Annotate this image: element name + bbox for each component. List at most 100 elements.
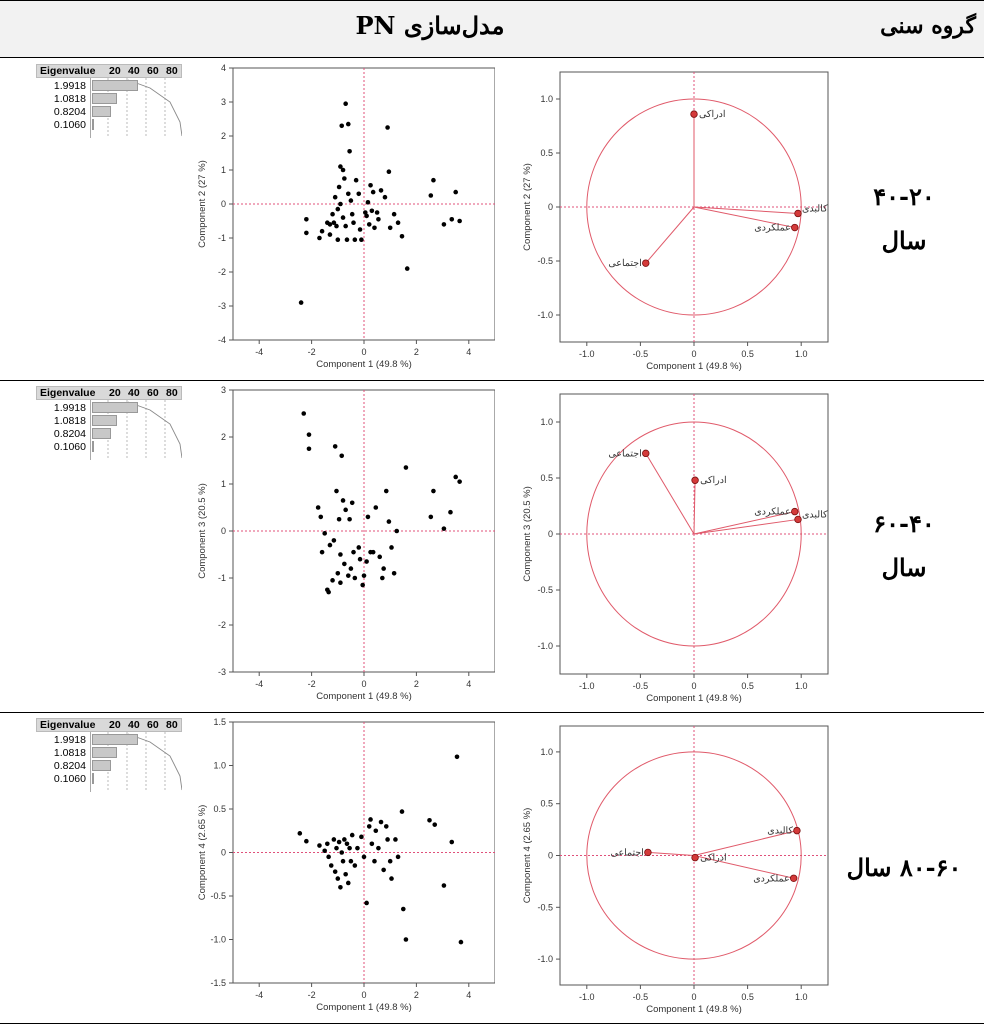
score-point	[338, 885, 343, 890]
eigenvalue-header: Eigenvalue 20 40 60 80	[36, 718, 182, 732]
score-point	[342, 176, 347, 181]
y-tick-label: -3	[218, 301, 226, 311]
score-point	[352, 237, 358, 242]
score-point	[370, 189, 376, 195]
score-point	[319, 549, 325, 555]
score-point	[301, 411, 307, 416]
score-point	[376, 217, 381, 222]
table-row: Eigenvalue 20 40 60 80 1.9918 1.0818 0.8204 0.10…	[0, 712, 984, 1023]
y-tick-label: 0	[548, 851, 553, 861]
loading-vector	[693, 830, 798, 856]
score-point	[331, 220, 337, 225]
cumulative-line	[127, 401, 182, 459]
score-point	[370, 549, 376, 555]
score-point	[336, 839, 342, 845]
loading-label: کالبدی	[802, 203, 828, 214]
score-point	[335, 237, 341, 242]
score-point	[327, 222, 333, 227]
age-group-line: سال	[881, 553, 927, 582]
age-group-column-title: گروه سنی	[880, 13, 976, 39]
score-point	[395, 220, 401, 225]
score-point	[343, 223, 348, 229]
score-point	[345, 121, 351, 127]
score-point	[393, 837, 398, 842]
y-tick-label: 0	[221, 848, 226, 858]
score-point	[448, 509, 453, 515]
score-point	[352, 575, 358, 581]
score-point	[345, 880, 351, 886]
loading-vector	[647, 851, 695, 856]
score-point	[332, 444, 338, 449]
score-point	[339, 123, 345, 129]
y-tick-label: 0	[221, 199, 226, 209]
y-axis-label: Component 2 (27 %)	[197, 160, 208, 248]
score-point	[348, 198, 354, 203]
score-point	[403, 937, 409, 942]
score-point	[304, 217, 309, 222]
score-point	[373, 828, 379, 834]
y-tick-label: 1	[221, 165, 226, 175]
score-point	[373, 505, 379, 510]
x-tick-label: 2	[414, 347, 419, 357]
loading-label: ادراکی	[699, 109, 726, 120]
score-point	[304, 230, 309, 236]
cumulative-line	[127, 79, 182, 137]
loading-point	[789, 874, 798, 882]
eigenvalue-bar-area	[90, 732, 183, 792]
score-point	[359, 834, 364, 840]
y-tick-label: 3	[221, 97, 226, 107]
score-point	[453, 189, 459, 195]
score-point	[332, 194, 338, 200]
eigenvalue-bar-area	[90, 400, 183, 460]
y-tick-label: 1	[221, 479, 226, 489]
y-tick-label: -0.5	[537, 585, 553, 595]
score-point	[382, 194, 388, 200]
score-point	[343, 507, 348, 513]
eigenvalue-tick-label: 80	[166, 719, 178, 731]
eigenvalue-value: 1.0818	[53, 747, 86, 759]
loading-vector	[693, 855, 794, 879]
score-scatter-plot: -4 -2 0 2 4 -4 -3 -2 -1 0 1 2 3 4 Component 1 (49.8 %)…	[197, 63, 495, 370]
score-point	[377, 554, 383, 560]
y-tick-label: -1.5	[210, 978, 226, 988]
y-tick-label: -0.5	[210, 891, 226, 901]
score-point	[334, 488, 339, 494]
loading-vector	[645, 206, 695, 264]
y-tick-label: -1.0	[537, 641, 553, 651]
eigenvalue-bar	[92, 93, 117, 104]
eigenvalue-bar	[92, 80, 138, 91]
loading-label: اجتماعی	[611, 847, 644, 858]
score-point	[347, 149, 352, 154]
loading-label: عملکردی	[754, 223, 790, 234]
x-tick-label: -4	[255, 990, 263, 1000]
y-tick-label: -1	[218, 573, 226, 583]
loading-point	[791, 507, 799, 516]
loading-point	[791, 223, 799, 232]
loading-point	[642, 259, 650, 267]
score-point	[332, 869, 338, 874]
x-tick-label: 2	[414, 679, 419, 689]
score-point	[368, 183, 373, 188]
eigenvalue-value: 0.8204	[53, 428, 86, 440]
score-point	[327, 232, 333, 237]
x-tick-label: 0	[361, 347, 366, 357]
loading-point	[793, 826, 801, 835]
x-tick-label: 1.0	[795, 992, 808, 1002]
score-point	[364, 213, 369, 219]
x-tick-label: 0.5	[741, 349, 754, 359]
score-point	[348, 566, 354, 571]
x-axis-label: Component 1 (49.8 %)	[316, 359, 412, 370]
eigenvalue-bar-area	[90, 78, 183, 138]
age-group-line: ۶۰-۴۰	[873, 509, 935, 538]
score-point	[365, 200, 371, 205]
y-tick-label: -1.0	[537, 954, 553, 964]
x-axis-label: Component 1 (49.8 %)	[316, 691, 412, 702]
score-point	[368, 817, 373, 822]
score-point	[399, 234, 405, 239]
score-point	[441, 883, 447, 888]
score-point	[339, 850, 345, 855]
x-tick-label: 0.5	[741, 681, 754, 691]
x-axis-label: Component 1 (49.8 %)	[646, 693, 742, 704]
y-tick-label: 1.0	[540, 417, 553, 427]
loading-point	[794, 209, 802, 218]
